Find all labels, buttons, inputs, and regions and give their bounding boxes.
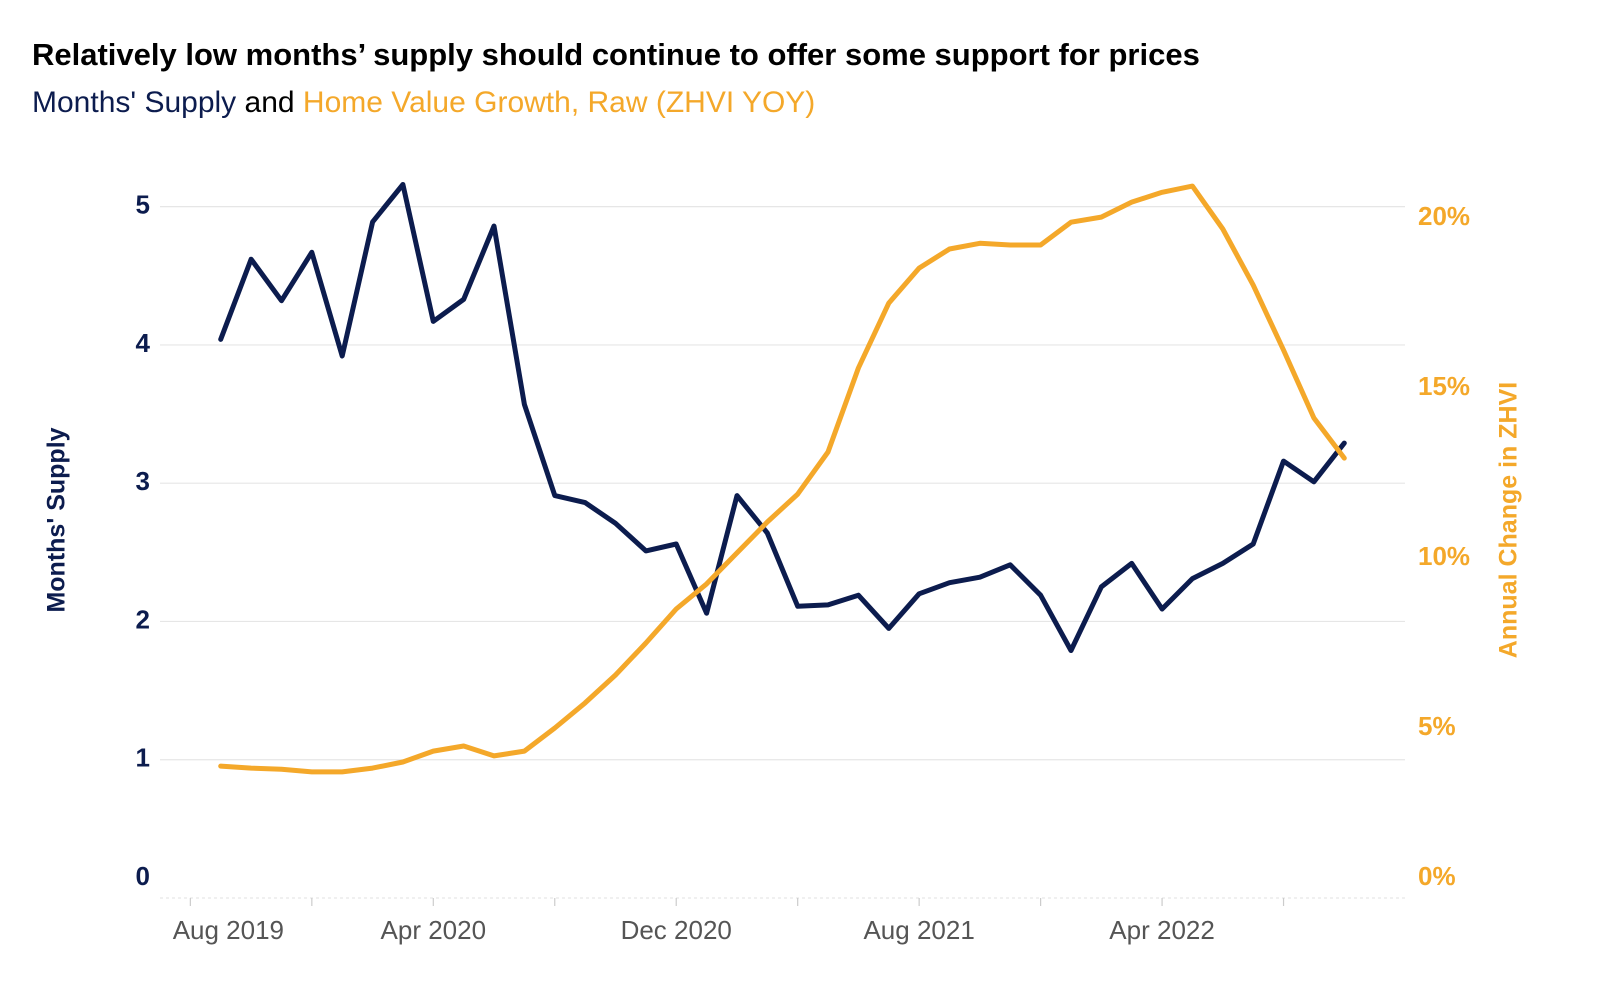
legend-entry: Months' Supply [32, 86, 236, 119]
y-tick-label: 4 [136, 328, 151, 358]
y-tick-label: 2 [136, 604, 150, 634]
x-tick-label: Apr 2022 [1109, 915, 1215, 945]
y2-tick-label: 20% [1418, 201, 1470, 231]
y2-tick-label: 10% [1418, 541, 1470, 571]
y-tick-label: 5 [136, 190, 150, 220]
y2-axis-label: Annual Change in ZHVI [1495, 382, 1523, 658]
x-tick-label: Dec 2020 [621, 915, 732, 945]
x-tick-label: Apr 2020 [381, 915, 487, 945]
subtitle-joiner: and [245, 86, 295, 119]
series-line [218, 182, 1347, 653]
chart-subtitle: Months' Supply and Home Value Growth, Ra… [32, 86, 815, 119]
series-line [218, 183, 1347, 775]
y-axis-label: Months' Supply [43, 427, 71, 612]
chart-title: Relatively low months’ supply should con… [32, 37, 1200, 72]
y-tick-label: 3 [136, 466, 150, 496]
y-tick-label: 0 [136, 861, 150, 891]
y2-tick-label: 0% [1418, 861, 1456, 891]
y-tick-label: 1 [136, 743, 150, 773]
y2-tick-label: 5% [1418, 711, 1456, 741]
x-tick-label: Aug 2019 [173, 915, 284, 945]
legend-entry: Home Value Growth, Raw (ZHVI YOY) [303, 86, 815, 119]
x-tick-label: Aug 2021 [863, 915, 974, 945]
y2-tick-label: 15% [1418, 371, 1470, 401]
